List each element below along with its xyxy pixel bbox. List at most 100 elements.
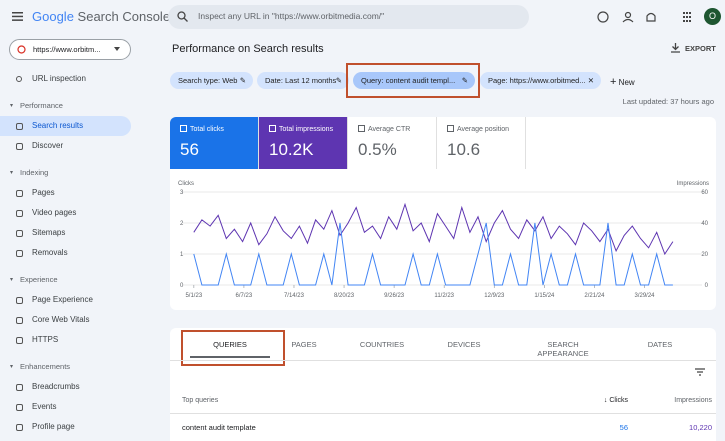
metric-card[interactable]: Average position 10.6 — [437, 117, 526, 169]
metric-label-text: Total clicks — [190, 126, 224, 133]
tab[interactable]: SEARCH APPEARANCE — [537, 340, 589, 358]
metric-label: Average CTR — [358, 125, 426, 133]
nav-section[interactable]: Performance — [20, 101, 63, 110]
y2-axis-label: Impressions — [677, 181, 709, 187]
edit-icon[interactable]: ✎ — [239, 76, 246, 85]
metric-value: 10.6 — [447, 140, 481, 159]
nav-icon — [16, 143, 23, 150]
filter-label: Query: content audit templ... — [361, 76, 456, 85]
property-icon — [17, 45, 26, 54]
property-url: https://www.orbitm... — [33, 45, 101, 54]
filter-label: Search type: Web — [178, 76, 238, 85]
y-tick-label: 0 — [180, 283, 184, 289]
filter-chip[interactable]: Page: https://www.orbitmed... ✕ — [480, 72, 601, 89]
nav-icon — [16, 317, 23, 324]
x-tick-label: 7/14/23 — [284, 293, 305, 299]
new-filter-label: New — [618, 78, 635, 87]
y2-tick-label: 0 — [705, 283, 709, 289]
toolbar-icons[interactable] — [596, 10, 696, 24]
search-placeholder: Inspect any URL in "https://www.orbitmed… — [198, 11, 385, 21]
nav-item[interactable]: Profile page — [32, 422, 75, 431]
tab[interactable]: DEVICES — [447, 340, 481, 349]
menu-icon[interactable] — [12, 12, 23, 21]
y-tick-label: 1 — [180, 252, 184, 258]
nav-caret: ▾ — [10, 170, 14, 176]
logo-brand: Google — [32, 9, 74, 24]
nav-icon — [16, 337, 23, 344]
y2-tick-label: 40 — [701, 221, 708, 227]
highlight-box — [346, 63, 480, 98]
x-tick-label: 3/29/24 — [635, 293, 656, 299]
table-header-label: Clicks — [609, 397, 628, 404]
property-selector[interactable] — [9, 39, 131, 60]
table-header[interactable]: Impressions — [674, 397, 712, 404]
table-cell: 56 — [619, 423, 628, 432]
remove-icon[interactable]: ✕ — [587, 76, 594, 85]
edit-icon[interactable]: ✎ — [461, 76, 468, 85]
highlight-box — [181, 330, 285, 366]
metric-label: Average position — [447, 125, 515, 133]
x-tick-label: 1/15/24 — [534, 293, 555, 299]
nav-item[interactable]: Pages — [32, 188, 55, 197]
nav-item[interactable]: HTTPS — [32, 335, 59, 344]
export-button[interactable]: EXPORT — [685, 44, 716, 53]
nav-item[interactable]: Removals — [32, 248, 68, 257]
x-tick-label: 12/9/23 — [484, 293, 505, 299]
metric-label-text: Average position — [457, 126, 510, 133]
metric-value: 10.2K — [269, 140, 314, 159]
nav-item[interactable]: Discover — [32, 141, 64, 150]
nav-section[interactable]: Experience — [20, 275, 58, 284]
metric-label-text: Average CTR — [368, 126, 411, 133]
nav-item[interactable]: Search results — [32, 121, 84, 130]
logo-product: Search Console — [77, 9, 171, 24]
filter-icon[interactable] — [695, 368, 705, 376]
filter-chip[interactable]: Search type: Web ✎ — [170, 72, 253, 89]
search-icon — [177, 11, 188, 22]
tab[interactable]: PAGES — [291, 340, 317, 349]
tab[interactable]: QUERIES — [213, 340, 247, 349]
nav-icon — [16, 404, 23, 411]
nav-item[interactable]: Breadcrumbs — [32, 382, 80, 391]
avatar[interactable]: O — [704, 8, 721, 25]
edit-icon[interactable]: ✎ — [335, 76, 342, 85]
x-tick-label: 8/20/23 — [334, 293, 355, 299]
nav-item[interactable]: Events — [32, 402, 57, 411]
nav-section[interactable]: Indexing — [20, 168, 49, 177]
nav-caret: ▾ — [10, 103, 14, 109]
y-axis-label: Clicks — [178, 181, 194, 187]
metric-card[interactable]: Total clicks 56 — [170, 117, 259, 169]
nav-caret: ▾ — [10, 364, 14, 370]
x-tick-label: 11/2/23 — [434, 293, 454, 299]
metric-card[interactable]: Total impressions 10.2K — [259, 117, 348, 169]
page-title: Performance on Search results — [172, 43, 324, 55]
nav-item[interactable]: Video pages — [32, 208, 77, 217]
tab[interactable]: DATES — [647, 340, 673, 349]
table-header[interactable]: ↓ Clicks — [603, 397, 628, 404]
series-line — [193, 222, 673, 286]
nav-item[interactable]: Sitemaps — [32, 228, 66, 237]
nav-icon — [16, 250, 23, 257]
filter-chip[interactable]: Query: content audit templ... ✎ — [353, 72, 475, 89]
nav-item[interactable]: Page Experience — [32, 295, 93, 304]
nav-item[interactable]: URL inspection — [32, 74, 86, 83]
series-line — [193, 202, 674, 256]
nav-item[interactable]: Core Web Vitals — [32, 315, 90, 324]
x-tick-label: 9/26/23 — [384, 293, 405, 299]
nav-section[interactable]: Enhancements — [20, 362, 71, 371]
last-updated: Last updated: 37 hours ago — [622, 97, 714, 106]
search-box[interactable] — [168, 5, 529, 29]
metric-card[interactable]: Average CTR 0.5% — [348, 117, 437, 169]
metric-value: 0.5% — [358, 140, 397, 159]
tab[interactable]: COUNTRIES — [359, 340, 405, 349]
nav-caret: ▾ — [10, 277, 14, 283]
table-cell[interactable]: content audit template — [182, 423, 256, 432]
metric-label: Total impressions — [269, 125, 337, 133]
logo[interactable]: Google Search Console — [32, 9, 170, 24]
filter-label: Date: Last 12 months — [265, 76, 337, 85]
export-icon — [671, 43, 680, 53]
tab-indicator — [190, 356, 270, 358]
new-filter[interactable]: + New — [610, 76, 635, 88]
filter-chip[interactable]: Date: Last 12 months ✎ — [257, 72, 349, 89]
